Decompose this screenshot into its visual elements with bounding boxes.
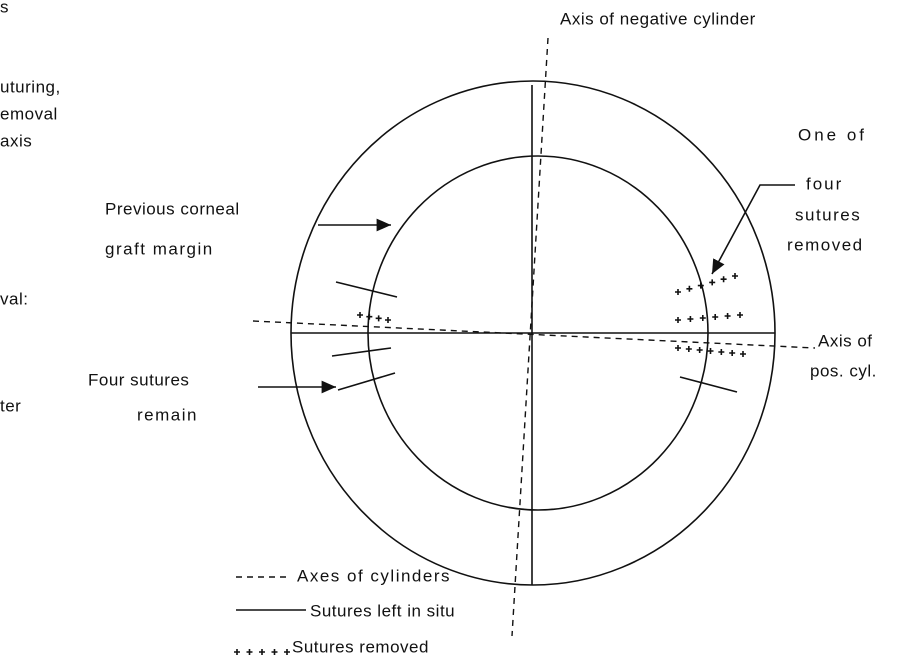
- label: graft margin: [105, 239, 214, 258]
- negative-axis: [512, 38, 548, 636]
- legend-label: Axes of cylinders: [297, 566, 451, 585]
- label: Axis of negative cylinder: [560, 9, 756, 28]
- legend-label: Sutures removed: [292, 637, 429, 656]
- eye: [253, 38, 815, 636]
- legend: Axes of cylinders Sutures left in situ S…: [234, 566, 455, 656]
- label: removed: [787, 235, 864, 254]
- legend-symbol: [234, 649, 290, 655]
- fragment: axis: [0, 131, 32, 150]
- diagram: s uturing, emoval axis val: ter Axis of …: [0, 0, 912, 662]
- suture: [336, 282, 397, 297]
- label: One of: [798, 125, 867, 144]
- fragment: ter: [0, 396, 21, 415]
- label: Previous corneal: [105, 199, 240, 218]
- label: sutures: [795, 205, 861, 224]
- label: Four sutures: [88, 370, 189, 389]
- label: remain: [137, 405, 198, 424]
- cross-row: [675, 273, 738, 295]
- cross-row: [357, 312, 391, 323]
- cross-row: [675, 345, 746, 357]
- left-fragments: s uturing, emoval axis val: ter: [0, 0, 61, 415]
- legend-label: Sutures left in situ: [310, 601, 455, 620]
- label: four: [806, 174, 843, 193]
- fragment: s: [0, 0, 9, 16]
- fragment: emoval: [0, 104, 58, 123]
- suture: [338, 373, 395, 390]
- fragment: val:: [0, 289, 28, 308]
- positive-axis: [253, 321, 815, 348]
- removed-sutures: [357, 273, 746, 357]
- cross-row: [675, 312, 743, 323]
- label: pos. cyl.: [810, 361, 877, 380]
- suture: [680, 377, 737, 392]
- fragment: uturing,: [0, 77, 61, 96]
- cross-row: [234, 649, 290, 655]
- suture: [332, 348, 391, 356]
- label: Axis of: [818, 331, 873, 350]
